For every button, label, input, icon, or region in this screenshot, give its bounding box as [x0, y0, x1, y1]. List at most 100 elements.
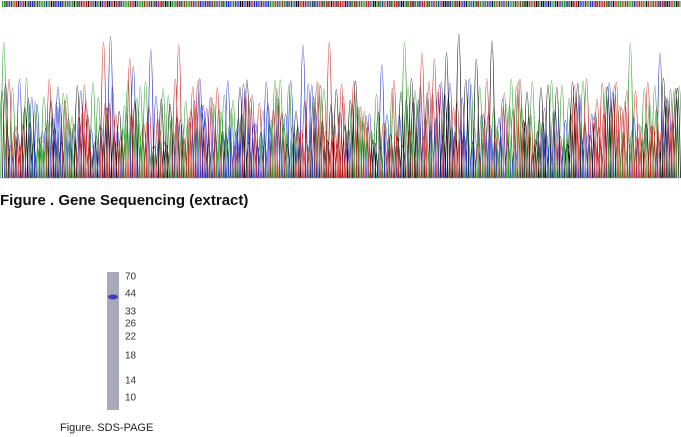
base-call: [462, 1, 464, 7]
base-call: [458, 1, 460, 7]
marker-label: 26: [125, 319, 137, 330]
base-call: [369, 1, 371, 7]
base-call: [52, 1, 54, 7]
base-call: [24, 1, 26, 7]
base-call: [401, 1, 403, 7]
base-call: [292, 1, 294, 7]
base-call: [625, 1, 627, 7]
base-call: [163, 1, 165, 7]
base-call: [544, 1, 546, 7]
base-call: [343, 1, 345, 7]
base-call: [488, 1, 490, 7]
base-call: [79, 1, 81, 7]
base-call: [492, 1, 494, 7]
base-call: [474, 1, 476, 7]
base-call: [161, 1, 163, 7]
base-call: [159, 1, 161, 7]
base-call: [500, 1, 502, 7]
base-call: [590, 1, 592, 7]
base-call: [122, 1, 124, 7]
base-call: [147, 1, 149, 7]
base-call: [357, 1, 359, 7]
base-call: [66, 1, 68, 7]
base-call: [31, 1, 33, 7]
base-call: [70, 1, 72, 7]
base-call: [201, 1, 203, 7]
base-call: [485, 1, 487, 7]
base-call: [329, 1, 331, 7]
base-call: [47, 1, 49, 7]
base-call: [101, 1, 103, 7]
base-call: [313, 1, 315, 7]
base-call: [271, 1, 273, 7]
base-call: [574, 1, 576, 7]
base-call: [528, 1, 530, 7]
base-call: [525, 1, 527, 7]
base-call: [506, 1, 508, 7]
base-call: [647, 1, 649, 7]
figure-caption: Figure. SDS-PAGE: [60, 422, 154, 434]
base-call: [91, 1, 93, 7]
base-call: [262, 1, 264, 7]
base-call: [593, 1, 595, 7]
base-call: [96, 1, 98, 7]
base-call: [2, 1, 4, 7]
base-call: [570, 1, 572, 7]
base-call: [192, 1, 194, 7]
base-call: [177, 1, 179, 7]
base-call: [591, 1, 593, 7]
base-call: [16, 1, 18, 7]
base-call: [233, 1, 235, 7]
base-call: [360, 1, 362, 7]
base-call: [425, 1, 427, 7]
base-call: [171, 1, 173, 7]
base-call: [446, 1, 448, 7]
base-call: [93, 1, 95, 7]
base-call: [394, 1, 396, 7]
base-call: [464, 1, 466, 7]
base-call: [339, 1, 341, 7]
base-call: [170, 1, 172, 7]
base-call: [633, 1, 635, 7]
base-call: [301, 1, 303, 7]
base-call: [80, 1, 82, 7]
base-call: [411, 1, 413, 7]
base-call: [311, 1, 313, 7]
base-call: [10, 1, 12, 7]
marker-label: 70: [125, 272, 137, 283]
base-call: [72, 1, 74, 7]
base-call: [607, 1, 609, 7]
base-call: [465, 1, 467, 7]
base-call: [306, 1, 308, 7]
base-call: [294, 1, 296, 7]
base-call: [598, 1, 600, 7]
base-call: [208, 1, 210, 7]
base-call: [282, 1, 284, 7]
base-call: [327, 1, 329, 7]
base-call: [378, 1, 380, 7]
base-call: [539, 1, 541, 7]
base-call: [350, 1, 352, 7]
base-call: [135, 1, 137, 7]
marker-label: 44: [125, 289, 137, 300]
base-call: [236, 1, 238, 7]
base-call: [450, 1, 452, 7]
base-call: [476, 1, 478, 7]
base-call: [576, 1, 578, 7]
traces: [0, 33, 681, 179]
base-call: [415, 1, 417, 7]
base-call: [275, 1, 277, 7]
base-call: [37, 1, 39, 7]
base-call: [35, 1, 37, 7]
base-call: [572, 1, 574, 7]
base-call: [289, 1, 291, 7]
base-call: [497, 1, 499, 7]
base-call: [269, 1, 271, 7]
base-call: [416, 1, 418, 7]
base-call: [654, 1, 656, 7]
base-call: [555, 1, 557, 7]
marker-label: 22: [125, 332, 137, 343]
base-call: [5, 1, 7, 7]
base-call: [560, 1, 562, 7]
